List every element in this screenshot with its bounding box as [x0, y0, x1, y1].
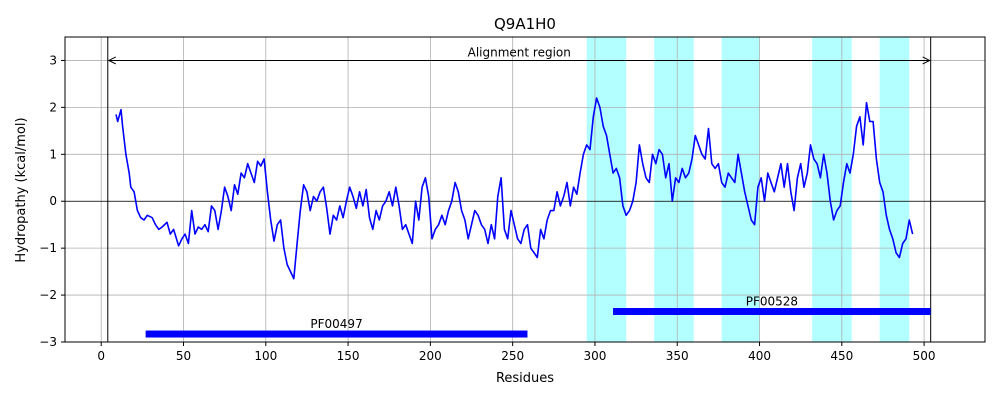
x-tick-label: 450	[830, 349, 853, 363]
alignment-arrow-head-left	[107, 56, 117, 65]
alignment-annotation: Alignment region	[107, 45, 931, 65]
x-tick-label: 0	[97, 349, 105, 363]
shaded-region-4	[812, 37, 852, 342]
shaded-region-5	[879, 37, 910, 342]
y-tick-label: 2	[49, 100, 57, 114]
chart-title: Q9A1H0	[494, 15, 556, 33]
y-tick-label: 0	[49, 194, 57, 208]
domain-bar-pf00497	[145, 330, 528, 338]
domain-bar-pf00528	[613, 308, 931, 315]
shaded-region-1	[586, 37, 627, 342]
x-tick-label: 500	[913, 349, 936, 363]
domain-label-pf00528: PF00528	[746, 295, 798, 309]
plot-frame	[64, 36, 986, 343]
domain-label-pf00497: PF00497	[310, 317, 362, 331]
x-tick-label: 300	[583, 349, 606, 363]
y-tick-label: −1	[39, 241, 57, 255]
y-tick-label: −3	[39, 335, 57, 349]
x-tick-label: 350	[666, 349, 689, 363]
y-tick-label: −2	[39, 288, 57, 302]
hydropathy-line	[115, 97, 914, 280]
x-axis-ticks: 0 50 100 150 200 250 300 350 400 450 500	[97, 342, 936, 363]
series-layer	[115, 97, 914, 280]
reference-lines	[65, 37, 985, 342]
y-tick-label: 3	[49, 53, 57, 67]
alignment-region-label: Alignment region	[468, 45, 571, 59]
transmembrane-shading	[586, 37, 910, 342]
x-tick-label: 250	[501, 349, 524, 363]
shaded-region-3	[721, 37, 760, 342]
x-tick-label: 200	[419, 349, 442, 363]
domain-bars: PF00497 PF00528	[145, 295, 931, 338]
x-tick-label: 150	[337, 349, 360, 363]
y-tick-label: 1	[49, 147, 57, 161]
x-tick-label: 400	[748, 349, 771, 363]
x-tick-label: 100	[254, 349, 277, 363]
y-axis-label: Hydropathy (kcal/mol)	[14, 117, 29, 262]
alignment-arrow-head-right	[922, 56, 931, 65]
x-tick-label: 50	[176, 349, 191, 363]
y-axis-ticks: −3 −2 −1 0 1 2 3	[39, 53, 65, 349]
x-axis-label: Residues	[496, 371, 554, 386]
